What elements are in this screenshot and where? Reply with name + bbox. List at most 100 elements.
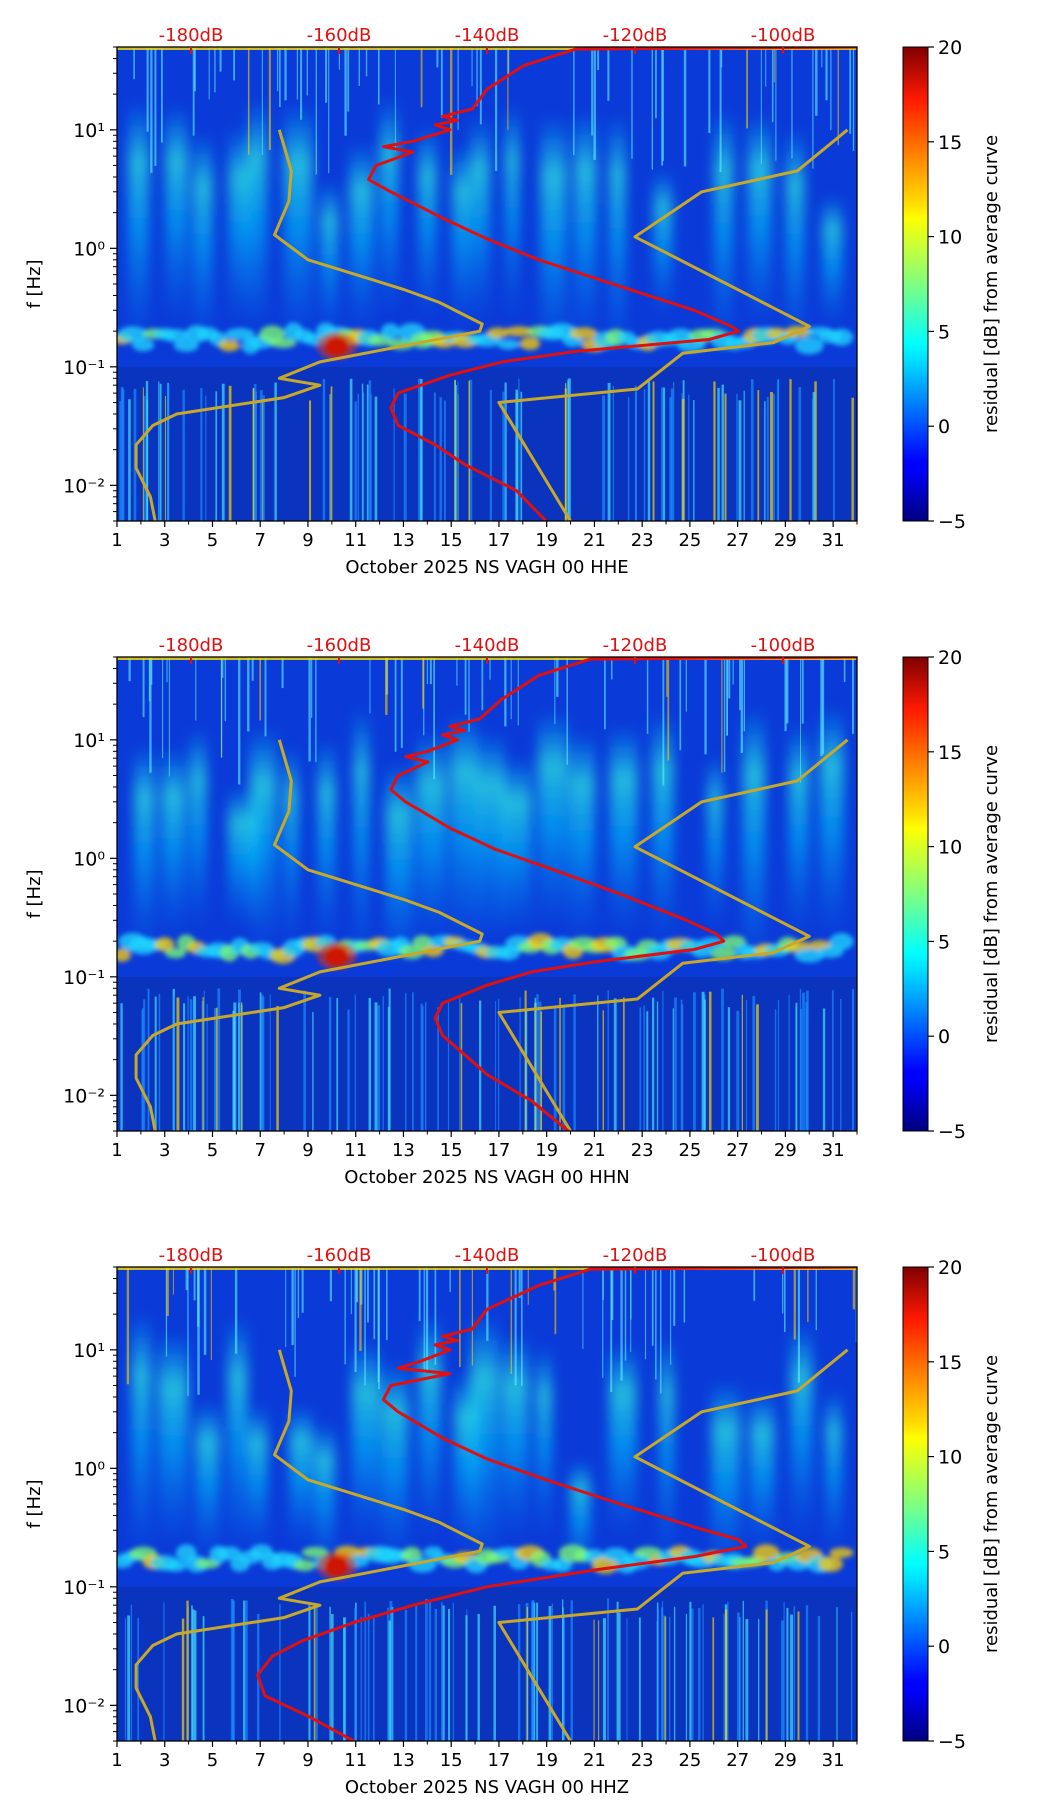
heatmap-plume <box>128 100 149 344</box>
heatmap-streak <box>469 379 473 521</box>
heatmap-blob <box>301 1546 329 1558</box>
heatmap-streak <box>354 994 356 1131</box>
heatmap-blob <box>163 1560 188 1572</box>
heatmap-blob <box>818 1556 843 1572</box>
heatmap-streak <box>312 1011 314 1131</box>
x-tick-label: 23 <box>631 1140 654 1161</box>
heatmap-streak <box>607 1598 609 1741</box>
heatmap-streak <box>570 1600 573 1741</box>
heatmap-plume <box>189 727 207 930</box>
heatmap-streak <box>213 1008 216 1131</box>
heatmap-streak <box>443 400 446 521</box>
heatmap-streak <box>774 1009 777 1131</box>
top-tick-label: -160dB <box>307 1245 372 1266</box>
heatmap-streak <box>418 1267 421 1322</box>
heatmap-streak <box>210 1267 212 1360</box>
heatmap-streak <box>775 47 777 161</box>
heatmap-blob <box>155 937 175 952</box>
x-tick-label: 31 <box>822 1140 845 1161</box>
y-tick-label: 10¹ <box>73 1340 105 1362</box>
heatmap-streak <box>149 657 152 773</box>
heatmap-plume <box>227 1316 248 1554</box>
heatmap-streak <box>433 392 436 521</box>
heatmap-streak <box>411 992 414 1131</box>
heatmap-blob <box>752 1544 780 1562</box>
heatmap-streak <box>811 398 814 521</box>
heatmap-blob <box>173 339 199 352</box>
heatmap-streak <box>166 1267 169 1317</box>
heatmap-streak <box>128 399 131 521</box>
heatmap-streak <box>518 378 520 521</box>
heatmap-streak <box>189 999 193 1131</box>
heatmap-streak <box>709 991 712 1131</box>
x-tick-label: 7 <box>254 1140 265 1161</box>
heatmap-streak <box>448 1608 451 1741</box>
x-axis-label: October 2025 NS VAGH 00 HHN <box>344 1167 629 1188</box>
heatmap-blob <box>162 329 189 343</box>
heatmap-streak <box>259 992 262 1131</box>
heatmap-plume <box>450 712 478 944</box>
heatmap-streak <box>382 996 384 1131</box>
heatmap-streak <box>457 381 459 521</box>
heatmap-streak <box>124 1618 127 1741</box>
heatmap-streak <box>801 657 804 724</box>
heatmap-streak <box>185 1267 188 1291</box>
heatmap-streak <box>624 1267 627 1361</box>
heatmap-streak <box>822 1008 826 1131</box>
x-tick-label: 9 <box>302 1750 313 1771</box>
heatmap-streak <box>423 1267 425 1374</box>
heatmap-plume <box>475 731 505 942</box>
heatmap-streak <box>630 1267 632 1352</box>
heatmap-streak <box>377 1005 381 1131</box>
heatmap-streak <box>626 1618 628 1741</box>
heatmap-streaks <box>119 47 855 521</box>
heatmap-streak <box>454 379 456 521</box>
heatmap-streak <box>373 1267 376 1340</box>
heatmap-streak <box>800 657 802 783</box>
heatmap-blob <box>381 323 400 340</box>
x-tick-label: 27 <box>726 530 749 551</box>
x-axis-label: October 2025 NS VAGH 00 HHZ <box>345 1777 629 1798</box>
y-axis-label: f [Hz] <box>24 869 45 918</box>
x-tick-label: 25 <box>678 1750 701 1771</box>
heatmap-streak <box>206 1004 208 1131</box>
heatmap-streak <box>553 1267 556 1291</box>
heatmap-blob <box>225 327 255 341</box>
heatmap-streak <box>315 657 317 762</box>
colorbar-tick-label: 0 <box>938 416 950 438</box>
colorbar: −5 0 5 10 15 20 residual [dB] from average cur… <box>902 37 1002 533</box>
heatmap-streak <box>369 657 371 714</box>
heatmap-blob <box>412 935 433 950</box>
heatmap-streak <box>344 1267 346 1365</box>
heatmap-streak <box>281 657 284 689</box>
heatmap-streak <box>559 997 561 1131</box>
heatmap-streak <box>812 47 814 169</box>
x-tick-label: 31 <box>822 1750 845 1771</box>
heatmap-streak <box>673 1267 676 1326</box>
heatmap-streak <box>166 657 168 683</box>
heatmap-streak <box>556 657 559 697</box>
heatmap-streak <box>493 1605 496 1741</box>
heatmap-streak <box>618 1612 621 1741</box>
heatmap-plume <box>825 1390 842 1551</box>
heatmap-streak <box>387 1006 390 1131</box>
x-tick-label: 23 <box>631 1750 654 1771</box>
heatmap-streak <box>261 47 263 155</box>
heatmap-streak <box>285 1267 287 1347</box>
heatmap-streak <box>159 383 162 521</box>
heatmap-plume <box>822 195 843 327</box>
heatmap-streak <box>468 380 470 521</box>
heatmap-streak <box>354 1608 357 1741</box>
heatmap-streak <box>680 999 683 1131</box>
heatmap-plume <box>537 710 568 930</box>
heatmap-streak <box>849 47 852 134</box>
heatmap-streak <box>311 657 313 718</box>
colorbar-label: residual [dB] from average curve <box>981 745 1002 1043</box>
heatmap-plume <box>248 1405 268 1551</box>
heatmap-streak <box>354 401 357 521</box>
heatmap-streak <box>745 1619 749 1741</box>
heatmap-streak <box>602 1010 604 1131</box>
heatmap-streak <box>269 994 271 1131</box>
heatmap-streak <box>360 1616 362 1741</box>
heatmap-streak <box>183 1003 186 1131</box>
